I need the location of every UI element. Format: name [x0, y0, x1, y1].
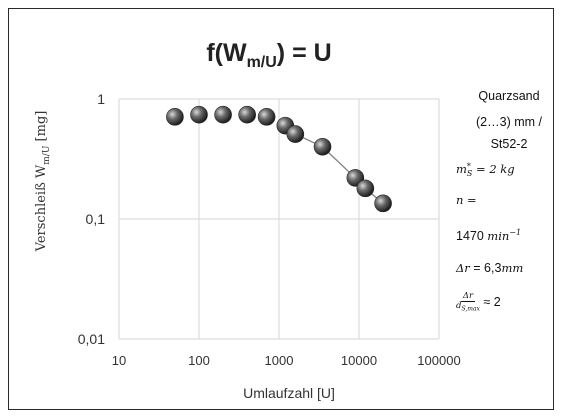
x-tick-label: 10 — [112, 353, 126, 368]
note-radius: Δr = 6,3mm — [456, 261, 524, 275]
x-tick-label: 100000 — [417, 353, 460, 368]
data-point — [374, 194, 392, 213]
note-grain-size: (2…3) mm / — [476, 115, 542, 129]
x-axis-label: Umlaufzahl [U] — [243, 385, 335, 401]
data-point — [313, 137, 332, 156]
tick-labels: 10 100 1000 10000 100000 0,01 0,1 1 — [78, 91, 461, 368]
y-tick-label: 0,1 — [86, 211, 106, 227]
note-material: Quarzsand — [478, 89, 540, 103]
note-steel: St52-2 — [490, 137, 528, 151]
x-tick-label: 100 — [188, 353, 210, 368]
x-tick-label: 1000 — [265, 353, 294, 368]
grid — [118, 98, 440, 340]
data-point — [166, 108, 184, 126]
note-ratio: Δr dS,max ≈ 2 — [456, 291, 501, 313]
data-point — [286, 125, 305, 143]
chart-frame: f(Wm/U) = U 10 100 1000 10000 100000 0,01 0,1 1… — [8, 8, 554, 410]
note-speed-label: n = — [456, 193, 477, 207]
y-axis-label: Verschleiß Wm/U [mg] — [34, 111, 52, 253]
note-speed-value: 1470 min−1 — [456, 228, 522, 244]
data-point — [214, 105, 232, 124]
chart: f(Wm/U) = U 10 100 1000 10000 1000000,010,11… — [34, 39, 461, 401]
data-point — [238, 105, 256, 124]
note-mass: m * S = 2 kg — [456, 161, 515, 178]
data-points — [166, 105, 392, 213]
y-tick-label: 1 — [97, 91, 105, 107]
data-point — [356, 179, 375, 198]
y-tick-label: 0,01 — [78, 331, 105, 347]
x-tick-label: 10000 — [341, 353, 377, 368]
data-point — [190, 105, 208, 124]
data-point — [257, 108, 276, 126]
chart-title: f(Wm/U) = U — [206, 39, 331, 71]
